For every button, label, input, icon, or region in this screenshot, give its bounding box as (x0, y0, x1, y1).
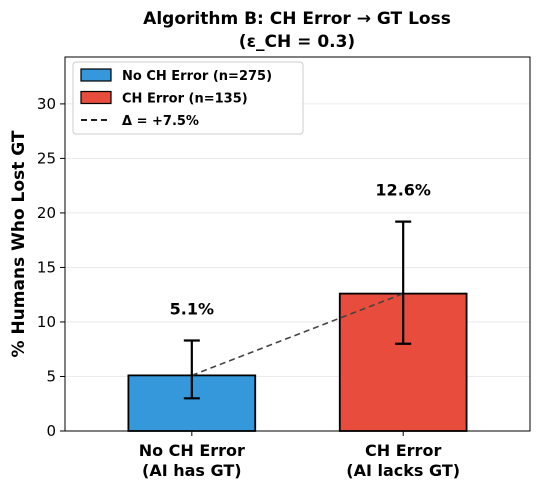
legend-swatch (80, 68, 112, 82)
chart-subtitle: (ε_CH = 0.3) (239, 32, 355, 52)
y-tick-label: 30 (37, 95, 56, 113)
legend-swatch (80, 90, 112, 105)
y-tick-label: 0 (46, 422, 56, 440)
legend-entry-label: CH Error (n=135) (122, 92, 248, 107)
data-label: 12.6% (375, 181, 431, 200)
data-label: 5.1% (170, 299, 214, 318)
legend-entry-label: No CH Error (n=275) (122, 69, 272, 84)
y-tick-label: 10 (37, 313, 56, 331)
y-tick-label: 25 (37, 149, 56, 167)
plot-frame (64, 56, 531, 432)
y-tick-label: 5 (46, 367, 56, 385)
delta-dashed-line (191, 292, 404, 377)
y-tick-label: 20 (37, 204, 56, 222)
legend-box (72, 61, 304, 135)
legend-entry-label: Δ = +7.5% (122, 114, 199, 129)
x-tick-label: (AI lacks GT) (346, 461, 460, 480)
x-tick-label: No CH Error (139, 441, 245, 460)
y-tick-label: 15 (37, 258, 56, 276)
x-tick-label: CH Error (365, 441, 441, 460)
chart-title: Algorithm B: CH Error → GT Loss (143, 9, 451, 29)
y-axis-label: % Humans Who Lost GT (9, 130, 29, 357)
x-tick-label: (AI has GT) (142, 461, 242, 480)
